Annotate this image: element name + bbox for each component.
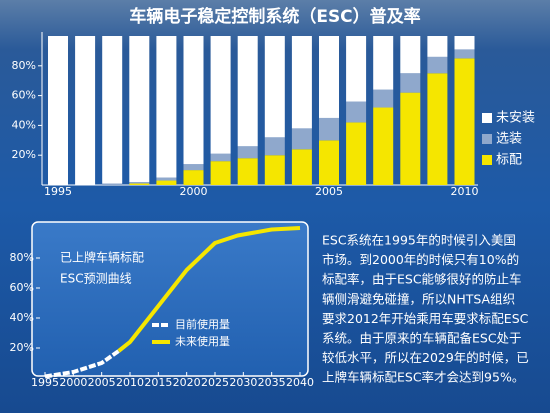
- bar-segment: [319, 117, 339, 141]
- x-tick-label: 2020: [173, 376, 201, 389]
- y-tick-label: 80%: [10, 251, 34, 264]
- bar-segment: [210, 161, 231, 185]
- article-line: 要求2012年开始乘用车要求标配ESC: [322, 311, 529, 326]
- y-tick-label: 60%: [12, 89, 36, 102]
- bar-segment: [400, 92, 421, 185]
- bar-segment: [373, 89, 394, 108]
- x-tick-label: 2005: [315, 185, 343, 198]
- bar-segment: [129, 36, 150, 183]
- bar-segment: [183, 36, 204, 165]
- bar-segment: [400, 73, 421, 93]
- bar-segment: [454, 49, 475, 59]
- bar-segment: [346, 101, 367, 123]
- x-tick-label: 2000: [180, 185, 208, 198]
- bar-segment: [183, 170, 204, 185]
- bar-segment: [454, 36, 475, 50]
- bar-segment: [237, 158, 258, 185]
- x-tick-label: 2010: [116, 376, 144, 389]
- bar-segment: [291, 128, 312, 150]
- bar-segment: [346, 122, 367, 185]
- legend-label: 目前使用量: [175, 317, 230, 331]
- bar-segment: [400, 36, 421, 74]
- x-tick-label: 2035: [258, 376, 286, 389]
- x-tick-label: 2030: [229, 376, 257, 389]
- legend-label: 未安装: [496, 111, 535, 126]
- line: [117, 226, 301, 353]
- article-line: 标配率，由于ESC能够很好的防止车: [322, 272, 522, 287]
- y-tick-label: 20%: [10, 341, 34, 354]
- bar-segment: [183, 164, 204, 171]
- bar-segment: [291, 149, 312, 185]
- legend-swatch: [482, 113, 492, 123]
- bar-segment: [264, 155, 285, 185]
- bar-segment: [427, 56, 448, 74]
- bar-segment: [156, 180, 177, 185]
- curve-panel: [31, 221, 309, 377]
- x-tick-label: 2015: [144, 376, 172, 389]
- bar-segment: [264, 137, 285, 156]
- article: ESC系统在1995年的时候引入美国市场。到2000年的时候只有10%的标配率，…: [322, 233, 529, 385]
- x-tick-label: 2000: [59, 376, 87, 389]
- bar-segment: [48, 36, 68, 185]
- bar-segment: [454, 58, 475, 185]
- x-tick-label: 2005: [88, 376, 116, 389]
- bar-segment: [129, 182, 150, 184]
- legend-label: 未来使用量: [175, 335, 230, 348]
- bar-segment: [210, 36, 231, 154]
- x-tick-label: 2040: [286, 376, 314, 389]
- bar-segment: [319, 36, 339, 118]
- x-tick-label: 1995: [31, 376, 59, 389]
- bar-segment: [102, 183, 123, 185]
- x-tick-label: 1995: [44, 185, 72, 198]
- y-tick-label: 20%: [12, 148, 36, 161]
- line: [44, 349, 120, 379]
- bar-segment: [237, 36, 258, 147]
- annotation: 已上牌车辆标配: [60, 250, 144, 265]
- x-tick-label: 2010: [451, 185, 479, 198]
- y-tick-label: 80%: [12, 59, 36, 72]
- y-tick-label: 40%: [10, 311, 34, 324]
- bar-segment: [291, 36, 312, 129]
- bar-segment: [373, 107, 394, 185]
- legend-swatch: [482, 155, 492, 165]
- bar-segment: [427, 73, 448, 185]
- bar-segment: [427, 36, 448, 57]
- bar-segment: [156, 177, 177, 181]
- legend-swatch: [482, 134, 492, 144]
- article-line: 辆侧滑避免碰撞，所以NHTSA组织: [322, 291, 515, 306]
- y-tick-label: 60%: [10, 281, 34, 294]
- bar-segment: [319, 140, 339, 185]
- legend-label: 选装: [496, 132, 522, 147]
- annotation: ESC预测曲线: [60, 272, 132, 286]
- bar-segment: [156, 36, 177, 178]
- x-tick-label: 2025: [201, 376, 229, 389]
- bar-segment: [373, 36, 394, 90]
- legend-label: 标配: [496, 153, 522, 168]
- y-tick-label: 40%: [12, 118, 36, 131]
- bar-segment: [129, 183, 150, 185]
- bar-segment: [210, 153, 231, 162]
- article-line: 系统。由于原来的车辆配备ESC处于: [322, 331, 522, 346]
- bar-segment: [102, 36, 123, 184]
- article-line: 市场。到2000年的时候只有10%的: [322, 252, 519, 267]
- title: 车辆电子稳定控制系统（ESC）普及率: [129, 6, 420, 27]
- article-line: ESC系统在1995年的时候引入美国: [322, 233, 516, 248]
- article-line: 上牌车辆标配ESC率才会达到95%。: [322, 370, 524, 385]
- bar-segment: [237, 146, 258, 159]
- bar-segment: [75, 36, 96, 185]
- bar-segment: [264, 36, 285, 138]
- bar-segment: [346, 36, 367, 102]
- article-line: 较低水平，所以在2029年的时候，已: [322, 350, 529, 365]
